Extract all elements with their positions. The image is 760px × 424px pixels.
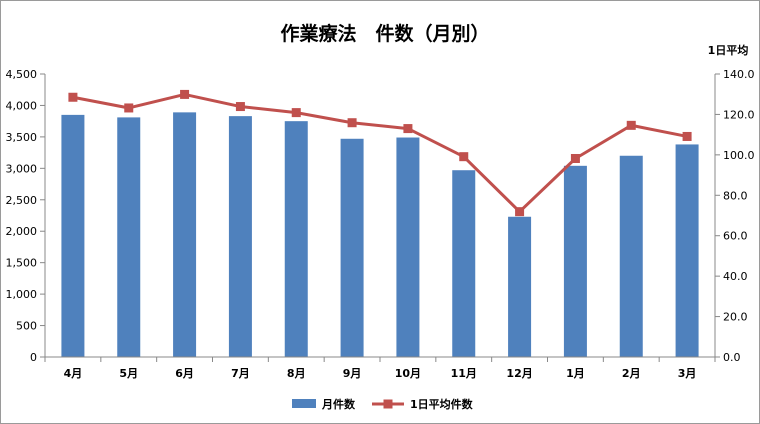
line-point-11	[626, 120, 636, 130]
bar-9	[508, 216, 532, 357]
left-axis-tick-label: 3,500	[6, 131, 38, 144]
bar-10	[563, 165, 587, 357]
line-point-7	[403, 124, 413, 134]
right-axis-tick-label: 140.0	[723, 68, 755, 81]
category-label: 1月	[566, 367, 585, 380]
line-point-10	[570, 153, 580, 163]
right-axis-tick-label: 20.0	[723, 311, 748, 324]
left-axis-tick-label: 1,000	[6, 288, 38, 301]
legend-label-line: 1日平均件数	[410, 397, 474, 411]
right-axis-tick-label: 60.0	[723, 230, 748, 243]
bar-5	[284, 121, 308, 358]
right-axis-tick-label: 80.0	[723, 189, 748, 202]
right-axis-tick-label: 120.0	[723, 108, 755, 121]
chart-title: 作業療法 件数（月別）	[280, 22, 489, 45]
plot-area: 0 500 1,000 1,500 2,000 2,500 3,000 3,500 4,000 4…	[6, 68, 755, 380]
line-point-5	[291, 108, 301, 118]
line-series	[72, 92, 688, 214]
left-axis-tick-label: 2,500	[6, 194, 38, 207]
category-label: 12月	[506, 367, 532, 380]
left-axis-tick-label: 4,000	[6, 99, 38, 112]
left-axis-tick-label: 1,500	[6, 257, 38, 270]
line-point-2	[124, 103, 134, 113]
line-point-3	[180, 89, 190, 99]
line-point-12	[682, 131, 692, 141]
bar-4	[228, 116, 252, 357]
left-axis-tick-label: 2,000	[6, 225, 38, 238]
category-label: 7月	[231, 367, 250, 380]
bar-11	[619, 155, 643, 357]
left-axis-tick-label: 4,500	[6, 68, 38, 81]
category-label: 6月	[175, 367, 194, 380]
line-point-8	[459, 152, 469, 162]
legend: 月件数 1日平均件数	[292, 397, 474, 411]
bar-12	[675, 144, 699, 357]
right-axis-label: 1日平均	[708, 43, 749, 57]
category-label: 2月	[622, 367, 641, 380]
bar-3	[173, 112, 197, 358]
line-point-4	[235, 102, 245, 112]
line-point-6	[347, 118, 357, 128]
bar-6	[340, 138, 364, 357]
category-label: 3月	[678, 367, 697, 380]
right-axis-tick-label: 100.0	[723, 149, 755, 162]
bar-8	[452, 170, 476, 357]
bar-2	[117, 117, 141, 357]
category-label: 4月	[64, 367, 83, 380]
bar-7	[396, 137, 420, 357]
category-label: 5月	[119, 367, 138, 380]
category-label: 9月	[343, 367, 362, 380]
legend-label-bar: 月件数	[321, 397, 356, 411]
right-axis-tick-label: 0.0	[723, 351, 741, 364]
right-axis-tick-label: 40.0	[723, 270, 748, 283]
category-label: 8月	[287, 367, 306, 380]
line-point-9	[515, 207, 525, 217]
left-axis-tick-label: 3,000	[6, 162, 38, 175]
category-label: 10月	[395, 367, 421, 380]
legend-marker-line	[383, 399, 393, 409]
bar-1	[61, 114, 85, 357]
line-point-1	[68, 92, 78, 102]
category-label: 11月	[451, 367, 477, 380]
legend-swatch-bar	[292, 399, 316, 408]
left-axis-tick-label: 0	[30, 351, 37, 364]
left-axis-tick-label: 500	[16, 320, 37, 333]
